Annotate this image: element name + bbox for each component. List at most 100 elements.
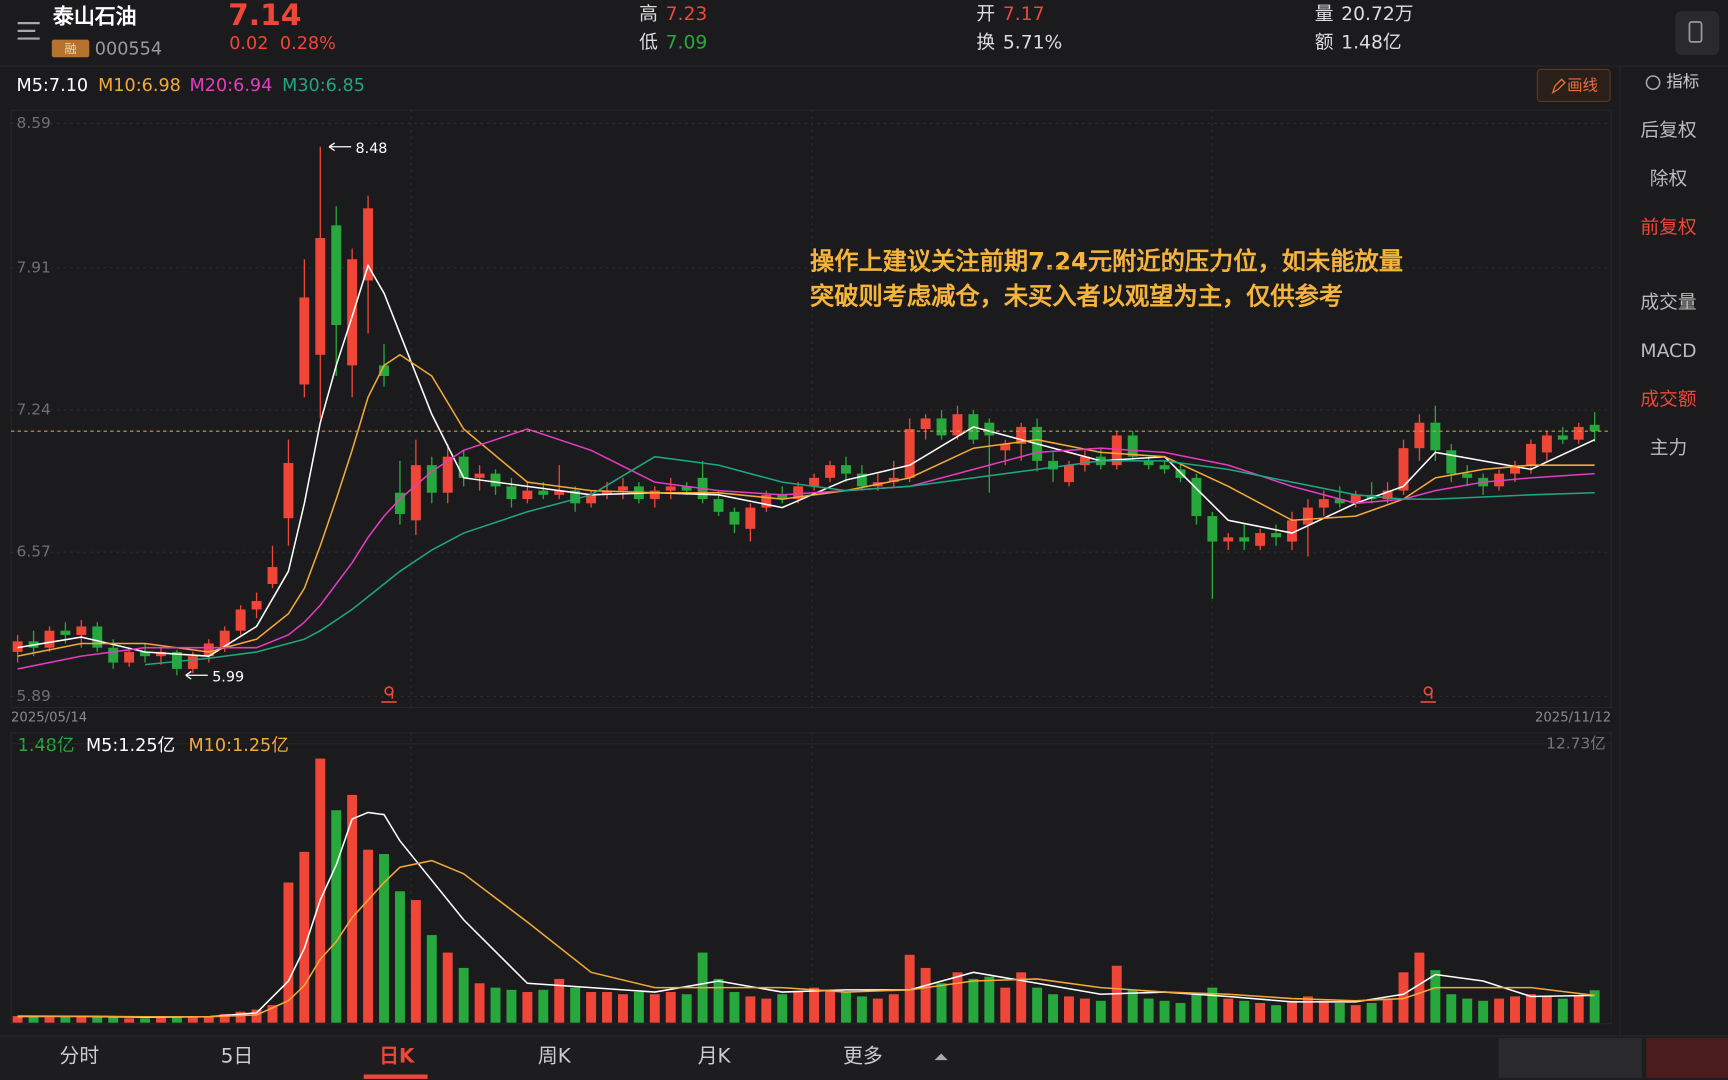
- candle-body: [522, 490, 533, 500]
- volume-bar: [1446, 994, 1457, 1023]
- y-tick-label: 5.89: [17, 687, 51, 705]
- volume-bar: [538, 989, 549, 1023]
- sidebar-item[interactable]: 前复权: [1640, 218, 1696, 239]
- tab[interactable]: 月K: [698, 1044, 732, 1067]
- volume-bar: [984, 976, 995, 1023]
- candle-body: [1048, 460, 1059, 470]
- volume-bar: [1032, 987, 1043, 1023]
- sidebar-item[interactable]: 成交额: [1640, 390, 1696, 411]
- volume-bar: [283, 882, 294, 1023]
- active-tab-underline: [363, 1074, 428, 1079]
- more-arrow[interactable]: [934, 1053, 948, 1061]
- sidebar-item[interactable]: 主力: [1650, 438, 1687, 459]
- watch-button[interactable]: [1646, 1038, 1728, 1078]
- candle-body: [1462, 473, 1473, 478]
- volume-bar: [92, 1017, 103, 1023]
- candle-body: [1159, 465, 1170, 470]
- candle-body: [1589, 424, 1600, 432]
- candle-body: [44, 630, 55, 648]
- draw-button-label: 画线: [1567, 76, 1598, 94]
- sidebar-title[interactable]: 指标: [1666, 72, 1699, 91]
- start-date: 2025/05/14: [11, 710, 87, 725]
- marker-arrow: [185, 670, 208, 680]
- candle-body: [235, 609, 246, 631]
- sidebar-item[interactable]: 除权: [1650, 169, 1688, 190]
- sidebar-item[interactable]: 后复权: [1640, 121, 1696, 142]
- candle-body: [1398, 448, 1409, 491]
- stat-value: 7.23: [666, 4, 708, 25]
- volume-bar: [1159, 1000, 1170, 1023]
- screen-toggle[interactable]: [1675, 11, 1720, 56]
- stat-value: 5.71%: [1003, 32, 1062, 53]
- candle-body: [506, 486, 517, 500]
- volume-bar: [904, 954, 915, 1023]
- volume-bar: [1223, 998, 1234, 1023]
- volume-bar: [1366, 1002, 1377, 1023]
- volume-bar: [570, 987, 581, 1023]
- candle-body: [538, 490, 549, 495]
- tab[interactable]: 日K: [379, 1044, 415, 1067]
- candle-body: [347, 259, 358, 366]
- volume-bar: [872, 998, 883, 1023]
- volume-bar: [586, 992, 597, 1023]
- tab[interactable]: 更多: [843, 1044, 883, 1067]
- candle-body: [793, 486, 804, 500]
- volume-bar: [156, 1017, 166, 1023]
- candle-body: [203, 643, 214, 657]
- candle-body: [1573, 426, 1584, 440]
- volume-bar: [952, 972, 963, 1023]
- sidebar-item[interactable]: 成交量: [1640, 293, 1696, 314]
- volume-bar: [856, 996, 867, 1023]
- volume-bar: [1048, 994, 1059, 1023]
- candle-body: [108, 647, 119, 663]
- candle-body: [952, 414, 963, 436]
- volume-bar: [410, 900, 421, 1023]
- candle-body: [331, 225, 342, 326]
- volume-bar: [968, 978, 979, 1023]
- candle-body: [1557, 435, 1568, 440]
- volume-bar: [602, 992, 612, 1023]
- candle-body: [665, 486, 676, 491]
- volume-bar: [1573, 996, 1584, 1023]
- volume-bar: [936, 983, 947, 1023]
- volume-bar: [1271, 1005, 1282, 1023]
- candle-body: [936, 418, 947, 436]
- marker-label: 5.99: [212, 669, 244, 685]
- stat-key: 量: [1315, 4, 1334, 25]
- sidebar-item[interactable]: MACD: [1640, 341, 1696, 362]
- menu-icon[interactable]: [17, 22, 40, 40]
- tab[interactable]: 分时: [60, 1044, 100, 1067]
- volume-bar: [649, 994, 660, 1023]
- volume-bar: [1589, 990, 1600, 1023]
- volume-bar: [1334, 1002, 1345, 1023]
- candle-body: [1111, 435, 1122, 466]
- volume-bar: [1350, 1005, 1361, 1023]
- last-price: 7.14: [228, 0, 301, 33]
- badge: 融: [64, 42, 76, 56]
- candle-body: [841, 465, 851, 474]
- ma-line: [17, 428, 1595, 670]
- volume-bar: [633, 992, 644, 1023]
- change-pct: 0.28%: [280, 34, 336, 54]
- tab[interactable]: 周K: [538, 1044, 572, 1067]
- candle-body: [649, 490, 660, 500]
- candle-body: [124, 651, 135, 663]
- draw-button[interactable]: [1536, 68, 1611, 102]
- volume-bar: [665, 992, 676, 1023]
- volume-bar: [729, 992, 740, 1023]
- volume-bar: [379, 854, 389, 1023]
- tab-bar: [0, 1035, 1728, 1080]
- stock-name: 泰山石油: [52, 5, 137, 29]
- candle-body: [140, 651, 151, 657]
- volume-bar: [76, 1016, 87, 1023]
- stat-value: 1.48亿: [1341, 32, 1401, 53]
- candle-body: [1207, 516, 1218, 542]
- volume-bar: [235, 1011, 246, 1023]
- volume-bar: [1255, 1002, 1266, 1023]
- volume-bar: [506, 989, 517, 1023]
- pen-icon: [1551, 78, 1566, 95]
- volume-bar: [442, 952, 453, 1023]
- tab[interactable]: 5日: [221, 1044, 253, 1067]
